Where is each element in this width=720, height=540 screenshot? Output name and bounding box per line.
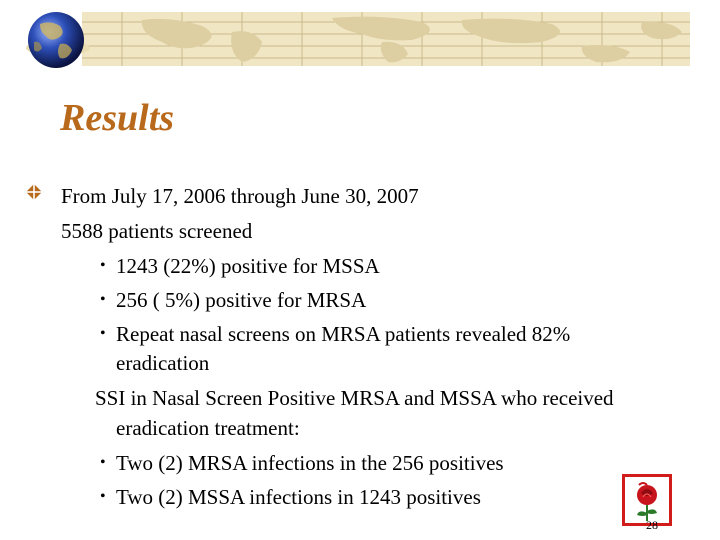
- globe-icon: [26, 12, 90, 68]
- diamond-bullet-icon: [26, 184, 42, 200]
- sub-bullet: •: [100, 325, 106, 342]
- text-line: 5588 patients screened: [61, 219, 253, 243]
- sub-bullet: •: [100, 454, 106, 471]
- sub-bullet: •: [100, 291, 106, 308]
- text-line: 1243 (22%) positive for MSSA: [116, 254, 380, 278]
- rose-logo-icon: [637, 482, 657, 521]
- text-line: Two (2) MRSA infections in the 256 posit…: [116, 451, 504, 475]
- text-line: Two (2) MSSA infections in 1243 positive…: [116, 485, 481, 509]
- text-line: 256 ( 5%) positive for MRSA: [116, 288, 367, 312]
- text-line: eradication: [116, 351, 210, 375]
- sub-bullet: •: [100, 488, 106, 505]
- world-map-texture: [82, 12, 690, 66]
- text-line: Repeat nasal screens on MRSA patients re…: [116, 322, 571, 346]
- text-line: SSI in Nasal Screen Positive MRSA and MS…: [95, 386, 614, 410]
- map-banner: [82, 12, 690, 66]
- page-number: 28: [646, 518, 658, 532]
- slide-title: Results: [60, 97, 175, 139]
- rose-logo: [622, 474, 672, 526]
- sub-bullet: •: [100, 257, 106, 274]
- text-line: From July 17, 2006 through June 30, 2007: [61, 184, 419, 208]
- text-line: eradication treatment:: [116, 416, 300, 440]
